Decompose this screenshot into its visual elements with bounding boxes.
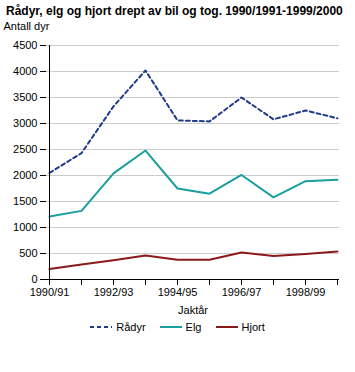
svg-text:4500: 4500 [13, 39, 37, 51]
svg-text:3000: 3000 [13, 117, 37, 129]
svg-text:1998/99: 1998/99 [286, 286, 326, 298]
svg-text:0: 0 [31, 273, 37, 285]
html-text:Rådyr, elg og hjort drept av b: Rådyr, elg og hjort drept av bil og tog.… [6, 4, 343, 18]
svg-text:1500: 1500 [13, 195, 37, 207]
svg-text:500: 500 [19, 247, 37, 259]
svg-text:3500: 3500 [13, 91, 37, 103]
svg-text:1990/91: 1990/91 [30, 286, 70, 298]
svg-text:2500: 2500 [13, 143, 37, 155]
svg-text:4000: 4000 [13, 65, 37, 77]
svg-text:1996/97: 1996/97 [222, 286, 262, 298]
svg-text:2000: 2000 [13, 169, 37, 181]
svg-text:Jaktår: Jaktår [178, 304, 208, 316]
svg-text:1992/93: 1992/93 [94, 286, 134, 298]
html-text:Elg: Elg [185, 321, 202, 333]
svg-text:Antall dyr: Antall dyr [4, 20, 50, 32]
html-text:Rådyr: Rådyr [116, 321, 146, 333]
svg-text:1994/95: 1994/95 [158, 286, 198, 298]
svg-text:1000: 1000 [13, 221, 37, 233]
html-text:Hjort: Hjort [241, 321, 265, 333]
